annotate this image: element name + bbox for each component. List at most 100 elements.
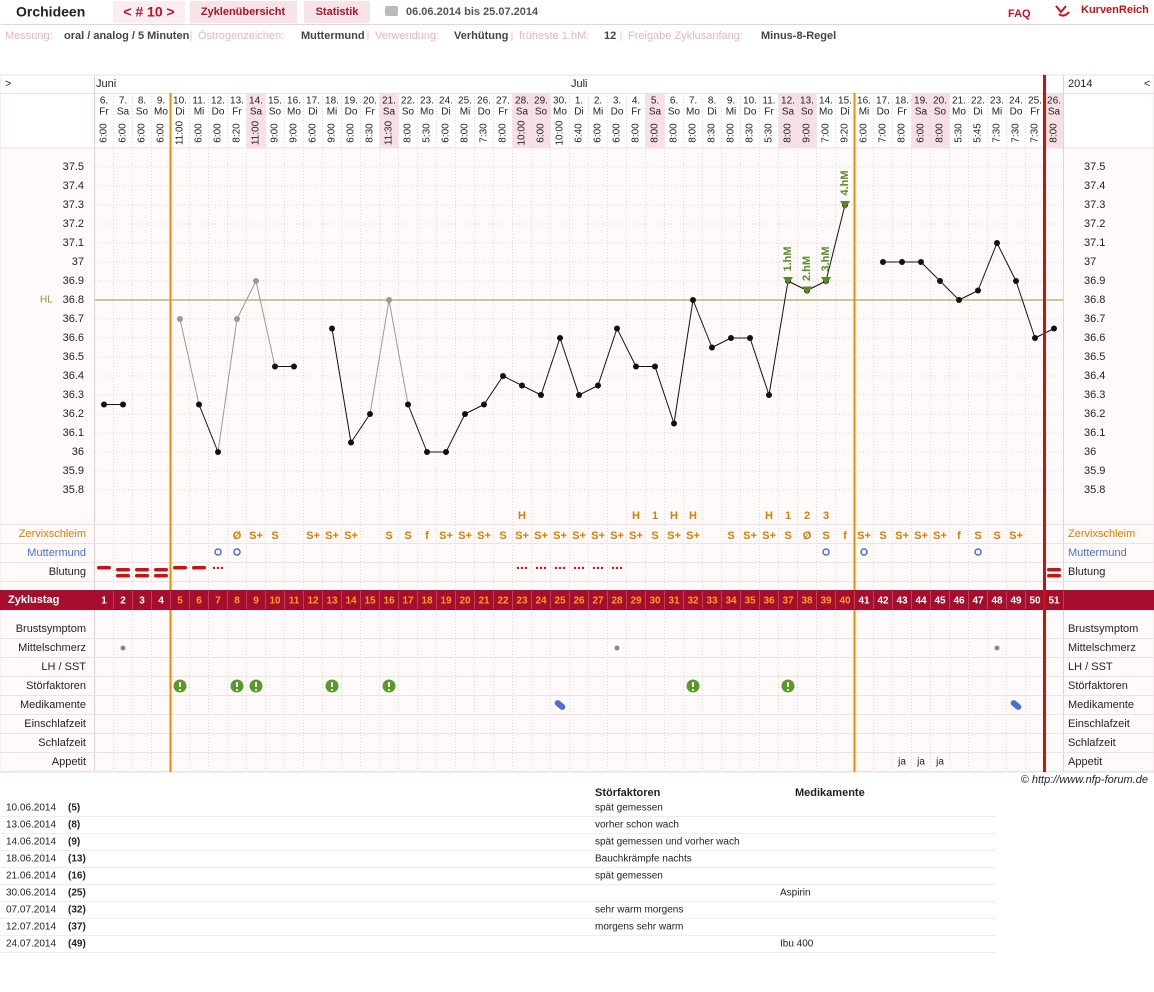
y-tick-label: 36.8 [1084, 294, 1105, 306]
header-band [0, 74, 1154, 149]
day-of-month: 23. [420, 96, 434, 107]
weekday: Sa [383, 107, 396, 118]
note-disturbance: Bauchkrämpfe nachts [595, 854, 692, 865]
nav-tab[interactable] [304, 1, 370, 23]
nav-arrow[interactable]: < [1144, 78, 1150, 90]
temp-line [578, 385, 599, 396]
day-of-month: 5. [651, 96, 659, 107]
note-disturbance: sehr warm morgens [595, 905, 683, 916]
temp-line [616, 328, 637, 367]
nav-arrow[interactable]: > [5, 78, 11, 90]
day-of-month: 22. [971, 96, 985, 107]
month-label: Juni [96, 78, 116, 90]
zervix-code: S [822, 530, 829, 542]
nav-link[interactable]: Zyklenübersicht [201, 6, 286, 18]
spotting [539, 566, 543, 570]
measure-time: 9:00 [270, 123, 281, 143]
row-label: Appetit [52, 756, 86, 768]
measure-time: 8:20 [232, 123, 243, 143]
note-date: 13.06.2014 [6, 820, 56, 831]
weekday: Mi [726, 107, 737, 118]
day-of-month: 19. [914, 96, 928, 107]
y-tick-label: 36.9 [63, 275, 84, 287]
shaded-day [1044, 93, 1064, 148]
measure-time: 8:00 [726, 123, 737, 143]
day-of-month: 20. [933, 96, 947, 107]
brand[interactable]: KurvenReich [1081, 4, 1149, 16]
shaded-day [797, 93, 817, 148]
day-of-month: 2. [594, 96, 602, 107]
measure-time: 8:00 [669, 123, 680, 143]
zervix-code: S [404, 530, 411, 542]
day-of-month: 8. [138, 96, 146, 107]
row-label: Muttermund [27, 547, 86, 559]
row-label: Muttermund [1068, 547, 1127, 559]
print-icon[interactable] [385, 6, 398, 16]
day-of-month: 6. [670, 96, 678, 107]
row-label: Medikamente [20, 699, 86, 711]
weekday: Mo [819, 107, 833, 118]
peak-mark: 3 [823, 510, 829, 522]
measure-time: 5:30 [764, 123, 775, 143]
cycle-day: 47 [972, 596, 984, 607]
row-label: Brustsymptom [16, 623, 86, 635]
weekday: Mi [327, 107, 338, 118]
measure-time: 10:00 [555, 120, 566, 145]
bleeding [154, 574, 168, 578]
measure-time: 8:00 [460, 123, 471, 143]
cycle-box[interactable] [113, 1, 185, 23]
temp-point [500, 373, 506, 379]
bleeding [135, 574, 149, 578]
note-medication: Ibu 400 [780, 939, 814, 950]
y-tick-label: 36.3 [1084, 389, 1105, 401]
pill-icon [1010, 700, 1022, 710]
row-label: Brustsymptom [1068, 623, 1138, 635]
weekday: Di [707, 107, 716, 118]
weekday: Fr [365, 107, 375, 118]
zervix-code: f [957, 530, 961, 542]
notes-header: Störfaktoren [595, 787, 661, 799]
day-of-month: 17. [306, 96, 320, 107]
measure-time: 11:00 [251, 120, 262, 145]
cycle-nav[interactable]: < # 10 > [123, 4, 174, 20]
temp-point [101, 401, 107, 408]
peak-mark: H [632, 510, 640, 522]
zervix-code: S+ [610, 530, 624, 542]
temp-line [521, 385, 542, 396]
day-of-month: 9. [727, 96, 735, 107]
peak-mark: 1 [652, 510, 658, 522]
temp-line [559, 337, 580, 396]
measure-time: 6:00 [194, 123, 205, 143]
note-date: 07.07.2014 [6, 905, 56, 916]
zervix-code: S+ [591, 530, 605, 542]
zervix-code: S+ [534, 530, 548, 542]
info-value: 12 [604, 30, 616, 42]
faq-link[interactable]: FAQ [1008, 8, 1031, 20]
measure-time: 7:30 [992, 123, 1003, 143]
nav-link[interactable]: Statistik [316, 6, 360, 18]
temp-point [234, 316, 240, 322]
weekday: Do [877, 107, 890, 118]
cycle-day: 11 [289, 596, 300, 607]
zervix-code: S+ [572, 530, 586, 542]
row-label: Schlafzeit [1068, 737, 1116, 749]
temp-point [899, 259, 905, 265]
info-label: früheste 1.hM: [519, 30, 589, 42]
nav-tab[interactable] [190, 1, 297, 23]
cycle-day: 8 [234, 596, 240, 607]
brand-icon [1055, 5, 1070, 17]
day-of-month: 13. [230, 96, 244, 107]
weekday: Mo [686, 107, 700, 118]
zervix-code: S+ [477, 530, 491, 542]
note-medication: Aspirin [780, 888, 811, 899]
y-tick-label: 37 [1084, 256, 1096, 268]
zervix-code: S+ [325, 530, 339, 542]
zervix-code: S [499, 530, 506, 542]
y-tick-label: 37.4 [63, 180, 84, 192]
weekday: Mi [460, 107, 471, 118]
zervix-code: f [843, 530, 847, 542]
temp-point [253, 278, 259, 284]
measure-time: 5:45 [973, 123, 984, 143]
cycle-day: 18 [421, 596, 433, 607]
weekday: So [269, 107, 282, 118]
